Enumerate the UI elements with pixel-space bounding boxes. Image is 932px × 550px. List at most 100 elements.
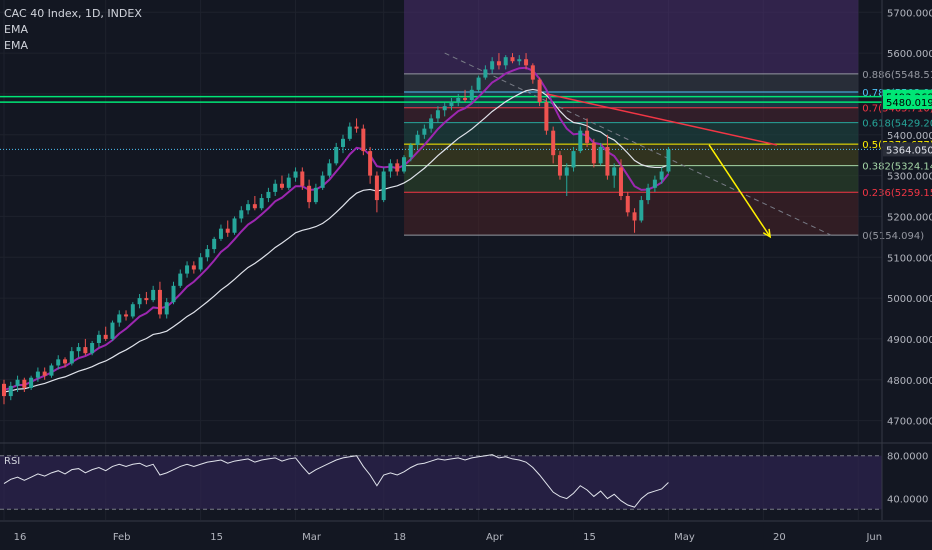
candle-body bbox=[435, 110, 440, 119]
candle-body bbox=[212, 238, 217, 250]
candle-body bbox=[334, 147, 339, 164]
candle-body bbox=[625, 196, 630, 213]
ema-fast-legend[interactable]: EMA bbox=[4, 23, 28, 36]
candle-body bbox=[395, 163, 400, 172]
price-axis-label[interactable]: 4900.000 bbox=[887, 335, 932, 346]
candle-body bbox=[205, 249, 210, 258]
time-axis-label[interactable]: 18 bbox=[393, 532, 406, 543]
price-axis-label[interactable]: 5300.000 bbox=[887, 172, 932, 183]
price-axis-label[interactable]: 5000.000 bbox=[887, 294, 932, 305]
candle-body bbox=[90, 343, 95, 354]
candle-body bbox=[313, 187, 318, 203]
candle-body bbox=[510, 57, 515, 62]
candle-body bbox=[496, 61, 501, 66]
candle-body bbox=[103, 334, 108, 339]
candle-body bbox=[22, 379, 27, 388]
candle-body bbox=[632, 212, 637, 221]
candle-body bbox=[83, 347, 88, 354]
fib-band bbox=[404, 107, 859, 123]
candle-body bbox=[293, 171, 298, 178]
price-axis-label[interactable]: 5700.000 bbox=[887, 8, 932, 19]
price-axis-label[interactable]: 5100.000 bbox=[887, 253, 932, 264]
candle-body bbox=[591, 142, 596, 164]
candle-body bbox=[110, 322, 115, 339]
candle-body bbox=[63, 359, 68, 364]
candle-body bbox=[49, 365, 54, 376]
green-line-price-tag[interactable]: 5480.019 bbox=[883, 95, 932, 110]
candle-body bbox=[137, 298, 142, 305]
candle-body bbox=[341, 138, 345, 147]
candle-body bbox=[422, 128, 427, 135]
candle-body bbox=[178, 273, 183, 286]
candle-body bbox=[551, 130, 556, 156]
price-axis-label[interactable]: 5600.000 bbox=[887, 49, 932, 60]
candle-body bbox=[35, 371, 40, 378]
candle-body bbox=[388, 163, 393, 172]
candle-body bbox=[476, 77, 481, 90]
fib-band bbox=[404, 73, 859, 93]
candle-body bbox=[537, 79, 542, 103]
time-axis-label[interactable]: Apr bbox=[486, 532, 504, 543]
time-axis-label[interactable]: 16 bbox=[14, 532, 27, 543]
time-axis-label[interactable]: 15 bbox=[583, 532, 596, 543]
price-axis-label[interactable]: 5400.000 bbox=[887, 131, 932, 142]
time-axis-label[interactable]: May bbox=[674, 532, 695, 543]
candle-body bbox=[171, 285, 176, 303]
candle-body bbox=[618, 167, 623, 196]
candle-body bbox=[517, 59, 522, 62]
fib-level-label[interactable]: 0.886(5548.511) bbox=[862, 70, 932, 81]
candle-body bbox=[429, 118, 434, 129]
time-axis-label[interactable]: 20 bbox=[773, 532, 786, 543]
projection-arrowhead bbox=[762, 228, 772, 239]
time-axis-label[interactable]: Jun bbox=[865, 532, 882, 543]
rsi-axis-label[interactable]: 40.0000 bbox=[887, 495, 928, 506]
ema-slow-legend[interactable]: EMA bbox=[4, 39, 28, 52]
candle-body bbox=[8, 385, 13, 397]
candle-body bbox=[246, 204, 251, 211]
rsi-legend[interactable]: RSI bbox=[4, 456, 21, 467]
candle-body bbox=[42, 371, 47, 376]
candle-body bbox=[157, 289, 162, 315]
fib-band bbox=[404, 165, 859, 193]
candle-body bbox=[659, 171, 664, 180]
candle-body bbox=[56, 359, 61, 366]
price-axis-label[interactable]: 5200.000 bbox=[887, 212, 932, 223]
candle-body bbox=[652, 179, 657, 188]
fib-level-label[interactable]: 0(5154.094) bbox=[862, 231, 924, 242]
fib-band bbox=[404, 122, 859, 145]
resistance-trendline bbox=[546, 93, 778, 146]
candle-body bbox=[490, 61, 495, 70]
candle-body bbox=[29, 377, 34, 388]
current-price-tag[interactable]: 5364.050 bbox=[883, 142, 932, 157]
candle-body bbox=[279, 183, 284, 188]
candle-body bbox=[557, 155, 562, 176]
rsi-pane bbox=[0, 454, 882, 510]
candle-body bbox=[408, 144, 413, 158]
price-axis-label[interactable]: 4700.000 bbox=[887, 417, 932, 428]
price-axis-label[interactable]: 4800.000 bbox=[887, 376, 932, 387]
candle-body bbox=[347, 126, 352, 139]
fib-level-label[interactable]: 0.236(5259.153) bbox=[862, 188, 932, 199]
candle-body bbox=[368, 151, 373, 176]
symbol-title[interactable]: CAC 40 Index, 1D, INDEX bbox=[4, 7, 142, 20]
fib-level-label[interactable]: 0.382(5324.147) bbox=[862, 162, 932, 173]
candle-body bbox=[605, 147, 610, 176]
fib-level-label[interactable]: 0.618(5429.207) bbox=[862, 119, 932, 130]
candle-body bbox=[259, 198, 264, 209]
candle-body bbox=[354, 126, 359, 129]
candle-body bbox=[320, 175, 325, 188]
candle-body bbox=[361, 128, 366, 152]
time-axis-label[interactable]: Mar bbox=[302, 532, 322, 543]
candle-body bbox=[327, 163, 332, 176]
candle-body bbox=[76, 347, 81, 352]
time-axis-label[interactable]: 15 bbox=[210, 532, 223, 543]
candle-body bbox=[218, 228, 223, 239]
candle-body bbox=[252, 204, 257, 209]
fib-level-label[interactable]: 0.7(5465.710) bbox=[862, 104, 932, 115]
rsi-axis-label[interactable]: 80.0000 bbox=[887, 452, 928, 463]
price-tag-text: 5364.050 bbox=[886, 145, 932, 156]
candle-body bbox=[15, 379, 20, 386]
candle-body bbox=[463, 98, 468, 101]
time-axis-label[interactable]: Feb bbox=[113, 532, 131, 543]
